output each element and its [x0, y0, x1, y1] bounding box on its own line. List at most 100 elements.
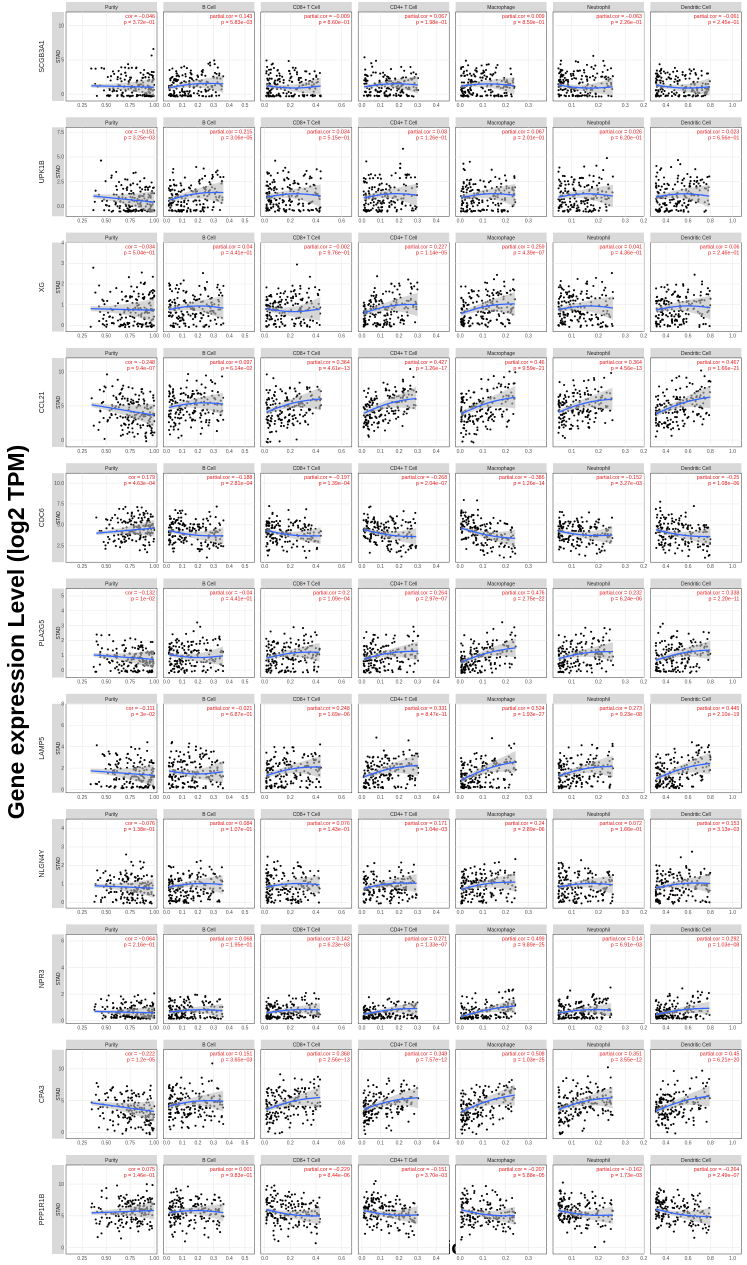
data-point: [584, 199, 587, 202]
data-point: [558, 315, 561, 318]
data-point: [475, 300, 478, 303]
data-point: [586, 282, 589, 285]
data-point: [294, 417, 297, 420]
data-point: [565, 203, 568, 206]
data-point: [201, 272, 205, 275]
y-tick-label: 5: [61, 58, 64, 64]
data-point: [216, 66, 219, 69]
data-point: [133, 320, 136, 323]
data-point: [123, 322, 126, 325]
data-point: [557, 301, 560, 304]
data-point: [676, 76, 680, 79]
data-point: [682, 322, 686, 325]
data-point: [693, 273, 696, 276]
correlation-label: cor = −0.151: [125, 129, 155, 135]
data-point: [605, 157, 608, 160]
data-point: [218, 72, 221, 75]
data-point: [500, 413, 504, 416]
data-point: [412, 71, 415, 74]
data-point: [557, 187, 560, 190]
x-tick-label: 1.00: [149, 218, 159, 224]
data-point: [295, 317, 298, 320]
data-point: [177, 413, 180, 416]
p-value-label: p = 5.15e−01: [319, 135, 350, 141]
data-point: [280, 421, 283, 424]
data-point: [379, 414, 382, 417]
x-tick-label: 0.2: [287, 218, 294, 224]
data-point: [409, 292, 412, 295]
data-point: [117, 401, 120, 404]
x-tick-label: 0.0: [163, 103, 170, 109]
data-point: [382, 75, 385, 78]
data-point: [120, 184, 123, 187]
data-point: [670, 95, 674, 98]
data-point: [167, 421, 170, 424]
data-point: [269, 302, 272, 305]
data-point: [109, 79, 112, 82]
data-point: [570, 77, 574, 81]
data-point: [557, 178, 561, 181]
data-point: [503, 285, 506, 288]
data-point: [267, 419, 270, 422]
data-point: [585, 94, 588, 97]
data-point: [609, 67, 613, 70]
data-point: [295, 438, 298, 441]
data-point: [654, 322, 657, 325]
p-value-label: p = 1.26e−01: [416, 135, 447, 141]
data-point: [677, 299, 680, 302]
data-point: [660, 285, 663, 289]
data-point: [492, 278, 496, 281]
data-point: [583, 185, 586, 189]
data-point: [486, 427, 489, 431]
data-point: [464, 285, 467, 288]
data-point: [390, 282, 393, 286]
data-point: [132, 182, 135, 185]
data-point: [498, 408, 501, 411]
data-point: [298, 413, 301, 416]
x-tick-label: 0.2: [640, 218, 647, 224]
data-point: [187, 313, 190, 316]
data-point: [383, 73, 386, 77]
data-point: [463, 70, 466, 73]
data-point: [460, 405, 463, 409]
data-point: [283, 178, 286, 181]
data-point: [567, 210, 570, 213]
data-point: [184, 393, 187, 396]
data-point: [306, 324, 309, 327]
data-point: [411, 207, 414, 210]
facet-strip-label: Purity: [105, 120, 118, 126]
data-point: [466, 73, 469, 76]
data-point: [280, 425, 283, 428]
data-point: [192, 323, 195, 326]
data-point: [373, 397, 376, 400]
data-point: [383, 94, 386, 97]
data-point: [674, 313, 677, 316]
data-point: [400, 94, 403, 97]
data-point: [288, 387, 291, 390]
data-point: [464, 210, 467, 213]
data-point: [570, 176, 573, 179]
data-point: [291, 415, 294, 418]
data-point: [489, 73, 492, 76]
data-point: [141, 94, 144, 97]
data-point: [303, 413, 307, 417]
data-point: [483, 185, 487, 188]
data-point: [195, 389, 198, 392]
data-point: [393, 394, 396, 397]
data-point: [500, 182, 503, 185]
data-point: [207, 62, 210, 65]
data-point: [177, 190, 180, 193]
data-point: [102, 313, 105, 316]
x-tick-label: 0.3: [525, 449, 532, 455]
data-point: [202, 167, 205, 170]
data-point: [400, 314, 403, 317]
data-point: [688, 185, 691, 188]
data-point: [170, 398, 174, 401]
x-tick-label: 0.2: [595, 103, 602, 109]
data-point: [367, 190, 370, 193]
fit-line: [655, 84, 710, 89]
data-point: [667, 210, 670, 213]
data-point: [181, 94, 184, 97]
data-point: [682, 318, 685, 322]
